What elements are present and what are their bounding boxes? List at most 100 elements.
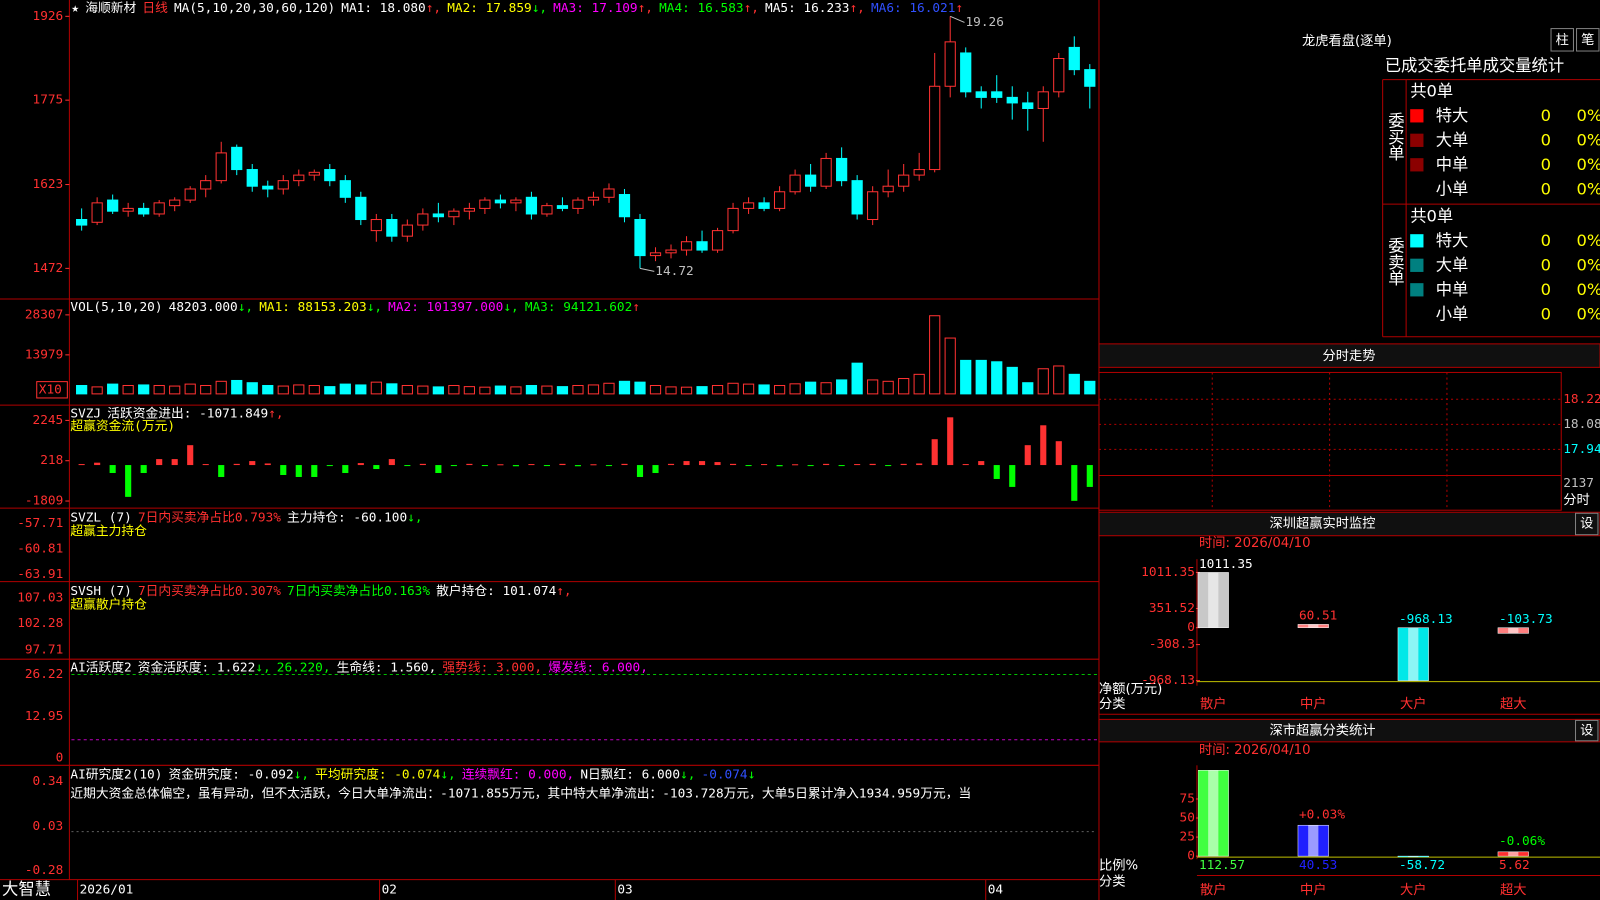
candle-body — [1053, 58, 1065, 93]
flow-bar — [357, 463, 364, 466]
value-label: 40.53 — [1299, 858, 1337, 873]
candle-body — [867, 191, 879, 221]
candle-body — [696, 241, 708, 251]
y-tick-label: 1623 — [33, 177, 64, 192]
header-run: ↓ — [748, 767, 756, 782]
y-tick-label: -0.28 — [25, 863, 63, 878]
candle-body — [417, 213, 429, 226]
flow-bar — [373, 465, 380, 470]
panel-subtitle: 超赢资金流(万元) — [70, 418, 175, 434]
order-swatch — [1410, 283, 1424, 297]
header-run: ↓, — [532, 1, 547, 16]
header-run: 爆发线: 6.000, — [548, 659, 648, 675]
header-run: MA6: 16.021 — [871, 1, 955, 16]
header-run: MA2: 101397.000 — [388, 300, 503, 315]
volume-bar — [386, 383, 398, 395]
flow-bar — [1055, 441, 1062, 466]
flow-bar — [636, 465, 644, 477]
category-label: 中户 — [1300, 695, 1327, 712]
bar-highlight — [1508, 851, 1519, 857]
candle-body — [324, 169, 336, 182]
y-tick-label: 25 — [1180, 830, 1195, 845]
candle-body — [587, 196, 600, 201]
volume-bar — [510, 386, 522, 395]
volume-bar — [1053, 365, 1065, 395]
volume-bar — [556, 386, 569, 395]
button[interactable]: 柱 — [1556, 32, 1569, 48]
y-tick-label: 107.03 — [17, 590, 63, 605]
panel-title: 深市超赢分类统计 — [1269, 722, 1375, 739]
volume-bar — [463, 386, 475, 395]
header-run: 7日内买卖净占比0.163% — [287, 582, 430, 598]
high-annotation: 19.26 — [966, 15, 1004, 30]
header-run: MA1: 18.080 — [341, 1, 425, 16]
y-tick-label: 26.22 — [25, 667, 63, 682]
order-total: 共0单 — [1410, 81, 1453, 100]
order-type: 中单 — [1436, 155, 1469, 174]
header-run: AI活跃度2 — [70, 659, 131, 675]
flow-bar — [528, 464, 535, 466]
header-run: 海顺新材 — [85, 0, 136, 16]
panel-title: 深圳超赢实时监控 — [1269, 514, 1375, 531]
volume-bar — [929, 315, 941, 395]
volume-bar — [1037, 368, 1049, 395]
y-tick-label: 75 — [1180, 791, 1195, 806]
volume-bar — [262, 384, 274, 395]
axis-title: 分类 — [1099, 874, 1126, 890]
order-count: 0 — [1541, 280, 1551, 299]
bar-highlight — [1308, 825, 1319, 857]
header-run: 主力持仓: -60.100 — [287, 510, 407, 525]
bar-highlight — [1208, 572, 1219, 628]
volume-bar — [494, 385, 507, 395]
volume-bar — [867, 379, 879, 395]
month-label: 04 — [988, 882, 1004, 897]
header-run: ↑, — [268, 406, 283, 421]
order-count: 0 — [1541, 304, 1551, 323]
flow-bar — [1086, 465, 1093, 487]
y-tick-label: 1011.35 — [1141, 565, 1195, 580]
button-frame — [1550, 28, 1574, 52]
volume-bar — [76, 384, 88, 395]
flow-bar — [140, 465, 147, 474]
header-run: 资金研究度: -0.092 — [169, 766, 294, 782]
flow-bar — [574, 465, 582, 467]
flow-bar — [885, 465, 892, 467]
candle-body — [991, 91, 1003, 98]
y-tick-label: 0 — [1187, 849, 1195, 864]
flow-bar — [94, 462, 101, 466]
button[interactable]: 设 — [1580, 515, 1593, 531]
candle-body — [805, 174, 817, 187]
y-tick-label: 13979 — [25, 347, 63, 362]
candle-body — [370, 219, 382, 232]
value-label: 60.51 — [1299, 609, 1337, 624]
header-run: AI研究度2(10) — [70, 766, 162, 782]
button[interactable]: 笔 — [1581, 32, 1594, 48]
category-label: 大户 — [1400, 695, 1427, 712]
order-swatch — [1410, 234, 1424, 248]
candle-body — [742, 202, 755, 209]
category-label: 散户 — [1200, 695, 1227, 712]
header-run: ↓, — [440, 767, 455, 782]
order-ratio: 0% — [1577, 280, 1600, 299]
bar-highlight — [1208, 770, 1219, 857]
header-run: 生命线: 1.560, — [337, 659, 437, 675]
candle-body — [432, 213, 444, 218]
volume-bar — [758, 384, 770, 395]
flow-bar — [435, 465, 442, 474]
candle-body — [773, 191, 786, 209]
candle-body — [76, 219, 88, 226]
candle-body — [618, 194, 631, 218]
header-run: ↑, — [850, 1, 865, 16]
candle-body — [525, 196, 538, 215]
button[interactable]: 设 — [1580, 723, 1593, 739]
candle-body — [448, 210, 460, 218]
y-tick-label: -1809 — [25, 494, 63, 509]
panel-subtitle: 超赢散户持仓 — [70, 597, 147, 613]
header-run: N日飘红: 6.000 — [580, 766, 680, 782]
order-type: 特大 — [1436, 106, 1469, 125]
candle-body — [882, 185, 894, 193]
volume-bar — [913, 373, 925, 395]
volume-bar — [649, 384, 662, 395]
y-tick-label: 0 — [1187, 620, 1195, 635]
